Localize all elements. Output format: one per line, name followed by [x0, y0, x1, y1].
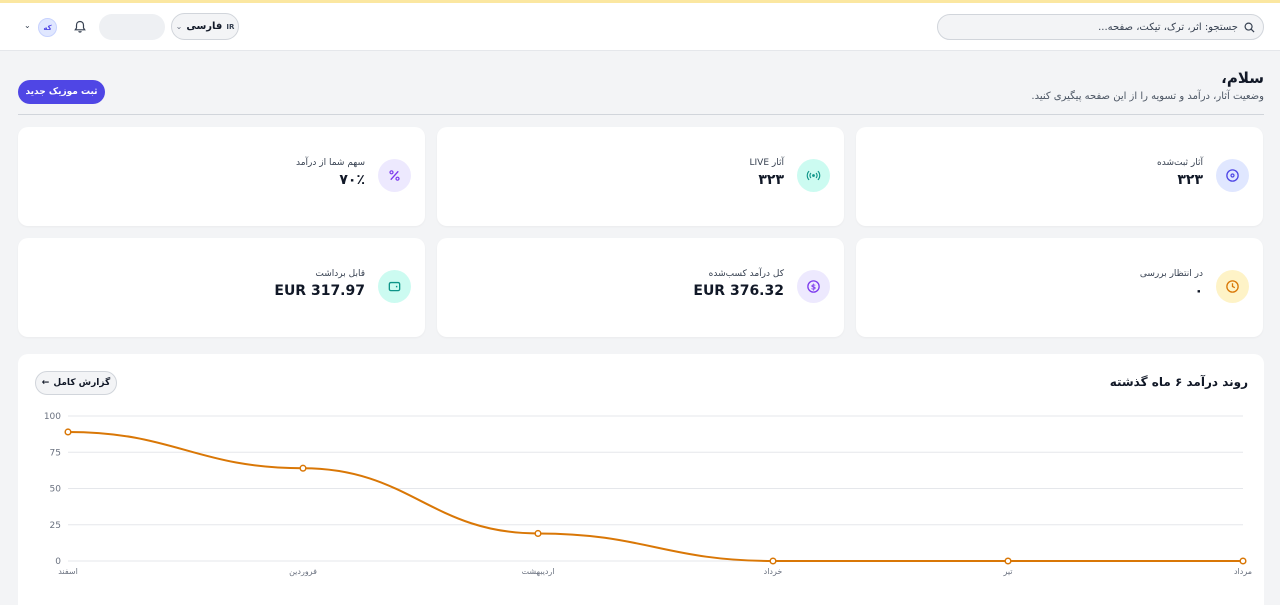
- top-accent-line: [0, 0, 1280, 3]
- stat-card-withdrawable: قابل برداشت EUR 317.97: [18, 238, 425, 337]
- x-tick-label: مرداد: [1234, 567, 1252, 576]
- data-point: [1004, 557, 1012, 565]
- arrow-left-icon: ←: [41, 378, 50, 388]
- data-point: [299, 464, 307, 472]
- avatar[interactable]: که: [38, 18, 57, 37]
- stat-card-pending: در انتظار بررسی ۰: [856, 238, 1263, 337]
- full-report-label: گزارش کامل: [53, 378, 111, 388]
- stat-label: قابل برداشت: [315, 269, 365, 279]
- stat-value: ۷۰٪: [339, 172, 365, 188]
- stat-label: آثار LIVE: [749, 158, 784, 168]
- broadcast-icon: [797, 159, 830, 192]
- new-music-button[interactable]: ثبت موزیک جدید: [18, 80, 105, 104]
- stat-card-registered: آثار ثبت‌شده ۳۲۳: [856, 127, 1263, 226]
- stat-card-live: آثار LIVE ۳۲۳: [437, 127, 844, 226]
- y-tick-label: 50: [50, 485, 62, 495]
- bell-icon[interactable]: [72, 19, 88, 35]
- search-icon: [1244, 22, 1255, 33]
- language-code: IR: [226, 22, 235, 31]
- page-subtitle: وضعیت آثار، درآمد و تسویه را از این صفحه…: [1031, 91, 1264, 102]
- stat-value: ۳۲۳: [1177, 172, 1203, 188]
- y-tick-label: 75: [50, 448, 61, 458]
- data-point: [769, 557, 777, 565]
- data-point: [64, 428, 72, 436]
- x-tick-label: خرداد: [764, 567, 783, 576]
- chevron-down-icon[interactable]: ⌄: [24, 21, 31, 30]
- top-bar: جستجو: اثر، ترک، تیکت، صفحه... ⌄ فارسی I…: [0, 3, 1280, 51]
- disc-icon: [1216, 159, 1249, 192]
- stat-value: EUR 376.32: [693, 283, 784, 299]
- y-tick-label: 25: [50, 521, 61, 531]
- divider: [18, 114, 1264, 115]
- stat-value: ۳۲۳: [758, 172, 784, 188]
- x-tick-label: اردیبهشت: [522, 567, 555, 576]
- x-tick-label: تیر: [1002, 567, 1012, 576]
- series-line: [67, 430, 1243, 562]
- x-tick-label: فروردین: [289, 567, 317, 576]
- stat-label: سهم شما از درآمد: [296, 158, 365, 168]
- percent-icon: [378, 159, 411, 192]
- y-tick-label: 0: [55, 557, 61, 567]
- stat-value: EUR 317.97: [274, 283, 365, 299]
- dollar-icon: $: [797, 270, 830, 303]
- stat-value: ۰: [1194, 283, 1203, 299]
- stat-label: آثار ثبت‌شده: [1157, 158, 1203, 168]
- language-selector[interactable]: ⌄ فارسی IR: [171, 13, 239, 40]
- stat-label: کل درآمد کسب‌شده: [708, 269, 784, 279]
- chart-title: روند درآمد ۶ ماه گذشته: [1109, 375, 1248, 389]
- x-tick-label: اسفند: [58, 567, 78, 576]
- y-tick-label: 100: [44, 412, 61, 422]
- clock-icon: [1216, 270, 1249, 303]
- data-point: [534, 529, 542, 537]
- stat-card-share: سهم شما از درآمد ۷۰٪: [18, 127, 425, 226]
- search-input[interactable]: جستجو: اثر، ترک، تیکت، صفحه...: [937, 14, 1264, 40]
- chevron-down-icon: ⌄: [175, 22, 183, 31]
- search-placeholder: جستجو: اثر، ترک، تیکت، صفحه...: [1098, 21, 1238, 33]
- svg-text:$: $: [811, 282, 816, 291]
- data-point: [1239, 557, 1247, 565]
- income-line-chart: 0 25 50 75 100 اسفند فروردین اردیبهشت خرداد تیر مر…: [44, 412, 1252, 576]
- placeholder-pill[interactable]: [99, 14, 165, 40]
- wallet-icon: [378, 270, 411, 303]
- page-title: سلام،: [1221, 69, 1264, 87]
- income-chart-card: روند درآمد ۶ ماه گذشته ← گزارش کامل 0 25 5…: [18, 354, 1264, 605]
- stat-card-total-income: $ کل درآمد کسب‌شده EUR 376.32: [437, 238, 844, 337]
- stat-label: در انتظار بررسی: [1139, 269, 1203, 279]
- full-report-button[interactable]: ← گزارش کامل: [35, 371, 117, 395]
- language-label: فارسی: [186, 21, 223, 32]
